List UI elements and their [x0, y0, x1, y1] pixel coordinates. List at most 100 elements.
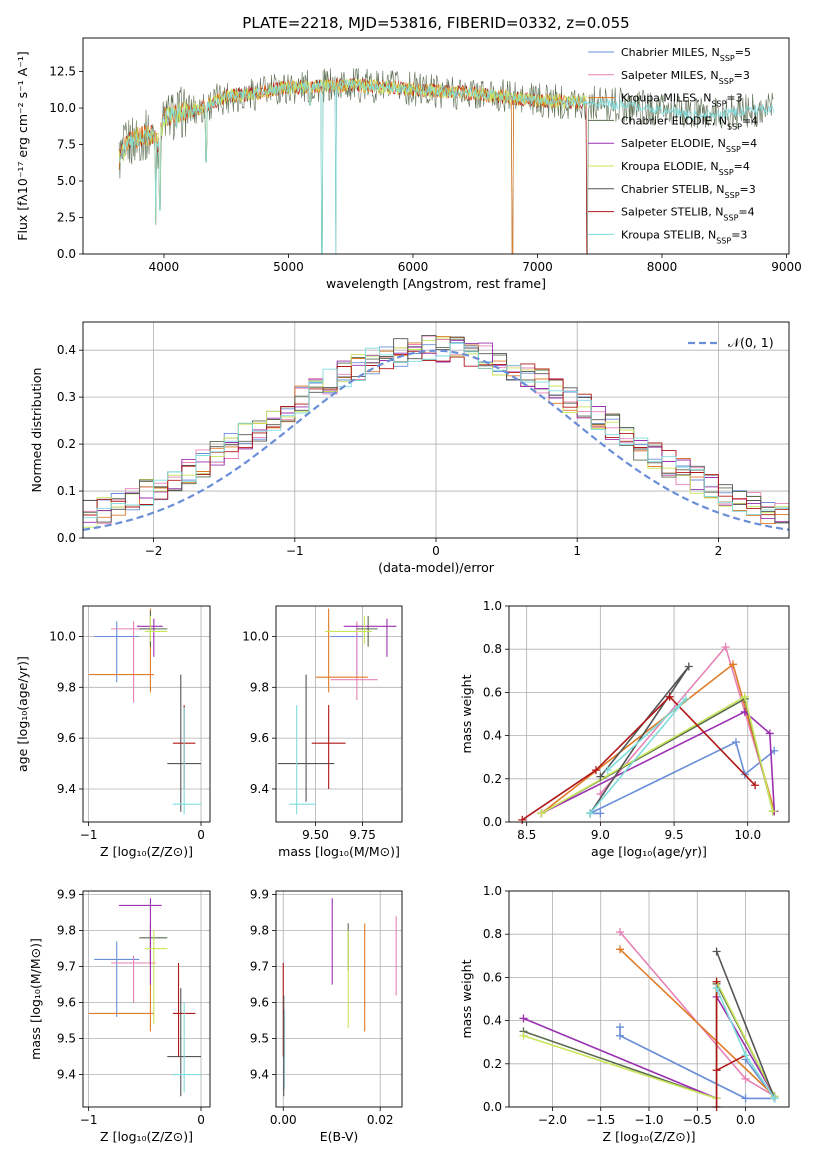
age-vs-mass-ytick-label: 9.6	[250, 731, 269, 745]
spectrum-xtick-label: 7000	[522, 260, 553, 274]
legend-sub: SSP	[727, 122, 742, 131]
mass-vs-EBV-ytick-label: 9.6	[250, 996, 269, 1010]
mass-vs-EBV-xlabel: E(B-V)	[320, 1129, 359, 1144]
weight-marker	[616, 1023, 625, 1032]
weight-marker	[729, 660, 737, 669]
age-vs-mass-frame	[275, 605, 403, 823]
legend-label: Kroupa STELIB, NSSP=3	[621, 228, 747, 245]
age-vs-mass-ytick-label: 9.8	[250, 680, 269, 694]
massweight-vs-Z-ytick-label: 0.8	[483, 927, 502, 941]
age-vs-mass-xlabel: mass [log₁₀(M/M⊙)]	[278, 844, 400, 859]
legend-label: Chabrier ELODIE, NSSP=4	[621, 114, 758, 130]
spectrum-ytick-label: 5.0	[57, 174, 76, 188]
spectrum-ytick-label: 12.5	[49, 65, 76, 79]
massweight-vs-Z-ytick-label: 0.0	[483, 1100, 502, 1114]
hist-series	[83, 342, 789, 538]
massweight-vs-age-xlabel: age [log₁₀(age/yr)]	[591, 844, 707, 859]
legend-tail: =4	[741, 137, 757, 150]
age-vs-mass-xtick-label: 9.75	[349, 828, 376, 842]
weight-marker	[765, 729, 774, 738]
massweight-vs-age-xtick-label: 9.5	[665, 828, 684, 842]
weight-line	[540, 662, 776, 815]
weight-line	[619, 948, 776, 1097]
weight-marker	[712, 984, 721, 993]
residuals-ytick-label: 0.3	[57, 390, 76, 404]
spectrum-xtick-label: 9000	[771, 260, 802, 274]
residuals-ytick-label: 0.4	[57, 343, 76, 357]
massweight-vs-Z-xtick-label: −1.0	[634, 1113, 663, 1127]
age-vs-Z-ylabel: age [log₁₀(age/yr)]	[15, 656, 30, 772]
mass-vs-Z-ytick-label: 9.4	[57, 1068, 76, 1082]
legend-sub: SSP	[720, 54, 735, 63]
massweight-vs-Z-panel: −2.0 −1.5 −1.0 −0.5 0.0 0.0 0.2 0.4 0.6 0.8 1.0 Z […	[459, 884, 790, 1144]
weight-line	[541, 710, 776, 815]
legend-tail: =5	[735, 46, 751, 59]
mass-vs-EBV-ytick-label: 9.4	[250, 1068, 269, 1082]
weight-marker	[603, 766, 612, 775]
spectrum-xtick-label: 8000	[647, 260, 678, 274]
weight-marker	[731, 738, 740, 747]
massweight-vs-age-ytick-label: 0.2	[483, 772, 502, 786]
weight-marker	[741, 1074, 750, 1083]
spectrum-ytick-label: 0.0	[57, 247, 76, 261]
weight-marker	[740, 692, 749, 701]
weight-marker	[770, 1094, 779, 1103]
weight-marker	[684, 662, 693, 671]
massweight-vs-Z-ytick-label: 0.6	[483, 970, 502, 984]
legend-label: Chabrier STELIB, NSSP=3	[621, 183, 756, 200]
massweight-vs-Z-ylabel: mass weight	[459, 959, 474, 1038]
figure-title: PLATE=2218, MJD=53816, FIBERID=0332, z=0…	[242, 14, 629, 32]
spectrum-ytick-label: 10.0	[49, 101, 76, 115]
age-vs-Z-frame	[82, 605, 211, 823]
residuals-xtick-label: −2	[145, 544, 163, 558]
massweight-vs-Z-ytick-label: 0.4	[483, 1014, 502, 1028]
mass-vs-Z-xtick-label: 0	[197, 1113, 205, 1127]
massweight-vs-age-ytick-label: 0.4	[483, 729, 502, 743]
residuals-xtick-label: 0	[432, 544, 440, 558]
weight-marker	[616, 928, 625, 937]
weight-marker	[518, 815, 527, 824]
age-vs-Z-panel: −1 0 9.4 9.6 9.8 10.0 Z [log₁₀(Z/Z⊙)] age [log₁…	[15, 605, 211, 859]
age-vs-Z-ytick-label: 9.4	[57, 782, 76, 796]
age-vs-Z-ytick-label: 10.0	[49, 629, 76, 643]
mass-vs-Z-xlabel: Z [log₁₀(Z/Z⊙)]	[100, 1129, 193, 1144]
legend-label: Kroupa ELODIE, NSSP=4	[621, 160, 750, 177]
legend-tail: =4	[742, 114, 758, 127]
age-vs-mass-ytick-label: 9.4	[250, 782, 269, 796]
mass-vs-EBV-xtick-label: 0.00	[270, 1113, 297, 1127]
gaussian-curve	[82, 349, 790, 531]
legend-sub: SSP	[716, 236, 731, 245]
spectrum-xlabel: wavelength [Angstrom, rest frame]	[326, 276, 546, 291]
legend-label: Chabrier MILES, NSSP=5	[621, 46, 751, 63]
age-vs-Z-xlabel: Z [log₁₀(Z/Z⊙)]	[100, 844, 193, 859]
weight-marker	[519, 1031, 528, 1040]
residuals-ytick-label: 0.0	[57, 531, 76, 545]
weight-marker	[681, 694, 690, 703]
legend-sub: SSP	[719, 168, 734, 177]
weight-line	[589, 698, 687, 814]
massweight-vs-age-panel: 8.5 9.0 9.5 10.0 0.0 0.2 0.4 0.6 0.8 1.0 age [log₁…	[459, 599, 790, 859]
weight-marker	[741, 1094, 750, 1103]
residuals-xtick-label: 1	[573, 544, 581, 558]
legend-label: Salpeter MILES, NSSP=3	[621, 69, 750, 86]
weight-marker	[665, 692, 674, 701]
massweight-vs-Z-xtick-label: −0.5	[683, 1113, 712, 1127]
mass-vs-Z-ytick-label: 9.7	[57, 960, 76, 974]
spectrum-xtick-label: 4000	[149, 260, 180, 274]
legend-label: Salpeter ELODIE, NSSP=4	[621, 137, 757, 154]
mass-vs-EBV-panel: 0.00 0.02 9.4 9.5 9.6 9.7 9.8 9.9 E(B-V)	[250, 888, 403, 1144]
residuals-xtick-label: −1	[286, 544, 304, 558]
massweight-vs-Z-frame	[508, 890, 790, 1108]
legend-sub: SSP	[711, 99, 726, 108]
weight-marker	[768, 807, 777, 816]
spectrum-line	[118, 78, 587, 254]
weight-marker	[751, 781, 760, 790]
age-vs-mass-xtick-label: 9.50	[302, 828, 329, 842]
massweight-vs-age-ytick-label: 0.0	[483, 815, 502, 829]
mass-vs-Z-ytick-label: 9.8	[57, 924, 76, 938]
weight-marker	[519, 1014, 528, 1023]
weight-marker	[712, 1066, 721, 1075]
mass-vs-Z-ytick-label: 9.5	[57, 1032, 76, 1046]
massweight-vs-age-xtick-label: 9.0	[591, 828, 610, 842]
